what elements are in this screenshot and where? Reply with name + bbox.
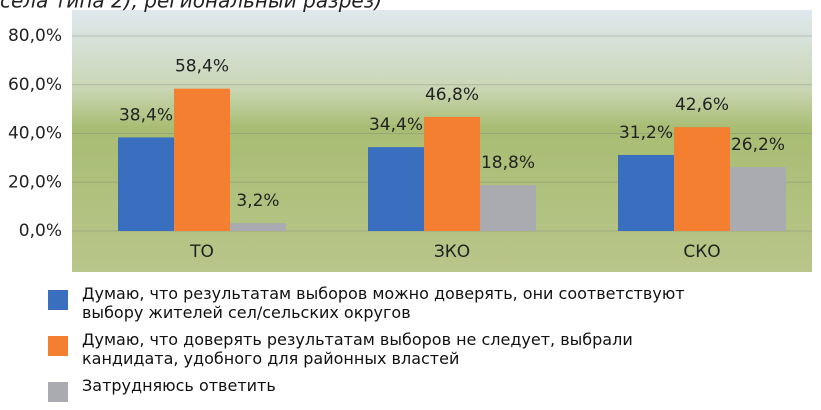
bar bbox=[424, 117, 480, 231]
data-label: 31,2% bbox=[619, 123, 673, 143]
bar bbox=[174, 89, 230, 231]
bar bbox=[118, 137, 174, 231]
legend-swatch bbox=[48, 290, 68, 310]
x-tick-label: ТО bbox=[189, 242, 214, 262]
legend-label: Думаю, что доверять результатам выборов … bbox=[82, 330, 732, 368]
chart-title: села типа 2), региональный разрез) bbox=[0, 0, 382, 13]
bar bbox=[730, 167, 786, 231]
data-label: 18,8% bbox=[481, 153, 535, 173]
data-label: 38,4% bbox=[119, 105, 173, 125]
x-tick-label: ЗКО bbox=[434, 242, 470, 262]
y-tick-label: 60,0% bbox=[8, 75, 62, 95]
legend-swatch bbox=[48, 336, 68, 356]
y-tick-label: 20,0% bbox=[8, 172, 62, 192]
data-label: 58,4% bbox=[175, 57, 229, 77]
data-label: 26,2% bbox=[731, 135, 785, 155]
data-label: 46,8% bbox=[425, 85, 479, 105]
legend-label: Думаю, что результатам выборов можно дов… bbox=[82, 284, 732, 322]
legend-item: Думаю, что доверять результатам выборов … bbox=[48, 330, 768, 368]
bar bbox=[480, 185, 536, 231]
y-tick-label: 80,0% bbox=[8, 26, 62, 46]
legend-item: Думаю, что результатам выборов можно дов… bbox=[48, 284, 768, 322]
chart: села типа 2), региональный разрез) 0,0% 2… bbox=[0, 0, 821, 280]
legend: Думаю, что результатам выборов можно дов… bbox=[48, 284, 768, 410]
legend-label: Затрудняюсь ответить bbox=[82, 376, 276, 395]
y-tick-label: 0,0% bbox=[19, 221, 62, 241]
bar bbox=[230, 223, 286, 231]
y-tick-label: 40,0% bbox=[8, 124, 62, 144]
data-label: 42,6% bbox=[675, 95, 729, 115]
legend-swatch bbox=[48, 382, 68, 402]
x-tick-label: СКО bbox=[683, 242, 720, 262]
bar bbox=[674, 127, 730, 231]
bar bbox=[368, 147, 424, 231]
legend-item: Затрудняюсь ответить bbox=[48, 376, 768, 402]
data-label: 3,2% bbox=[236, 191, 279, 211]
page: {"chart_data": {"type": "bar", "title": … bbox=[0, 0, 821, 406]
data-label: 34,4% bbox=[369, 115, 423, 135]
bar bbox=[618, 155, 674, 231]
